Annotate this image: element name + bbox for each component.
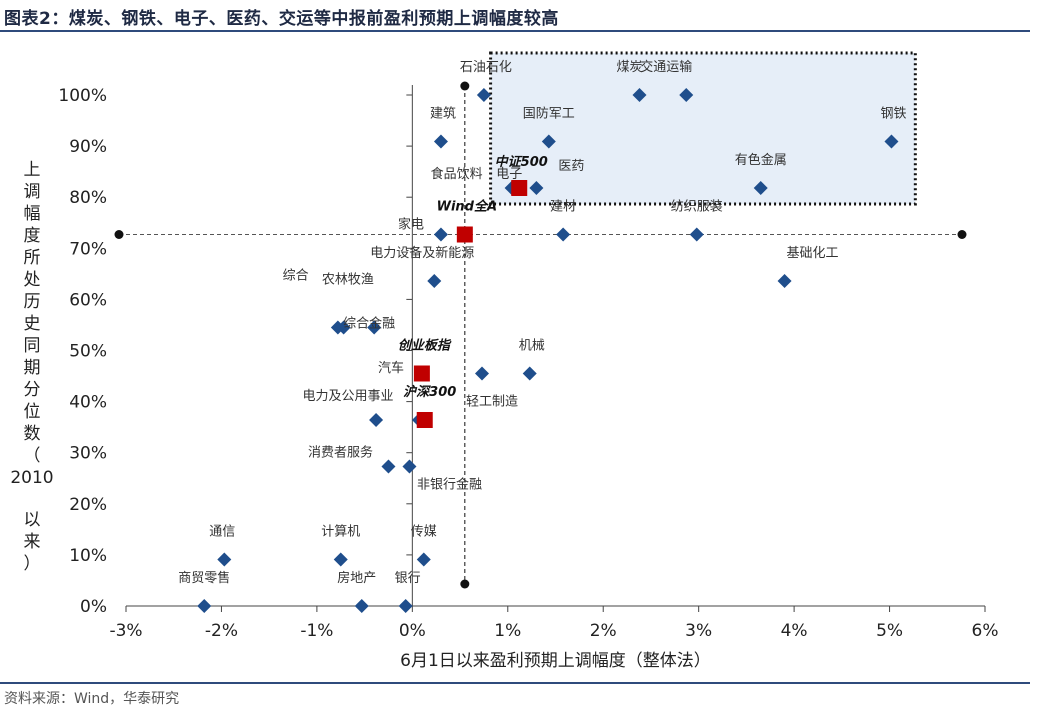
reference-line-endpoint: [957, 230, 967, 240]
industry-label: 石油石化: [460, 60, 512, 75]
industry-point: [416, 552, 431, 567]
industry-label: 计算机: [321, 524, 360, 539]
industry-point: [679, 88, 694, 102]
industry-label: 钢铁: [880, 107, 906, 122]
y-axis-title: 上调幅度所处历史同期分位数（ 2010 以来）: [10, 160, 53, 574]
y-tick-label: 100%: [58, 86, 107, 106]
industry-point: [197, 599, 212, 613]
industry-label: 机械: [519, 338, 545, 353]
industry-point: [398, 599, 413, 613]
industry-label: 家电: [398, 217, 424, 233]
industry-label: 纺织服装: [671, 200, 723, 215]
index-point: [413, 365, 430, 382]
industry-label: 交通运输: [640, 59, 692, 75]
industry-point: [427, 274, 442, 289]
y-tick-label: 0%: [80, 597, 107, 617]
industry-label: 食品饮料: [431, 166, 483, 182]
industry-point: [354, 599, 369, 613]
index-point: [456, 226, 473, 243]
x-tick-label: 6%: [972, 621, 999, 641]
index-label: 沪深300: [403, 384, 456, 400]
reference-line-endpoint: [114, 230, 124, 240]
industry-label: 消费者服务: [308, 444, 373, 460]
index-point: [511, 180, 528, 197]
industry-point: [556, 227, 571, 242]
industry-point: [753, 181, 768, 196]
index-label: 创业板指: [398, 337, 452, 353]
industry-label: 国防军工: [523, 106, 575, 122]
industry-label: 传媒: [411, 524, 437, 539]
industry-point: [522, 366, 537, 381]
industry-label: 电子: [496, 167, 522, 182]
industry-point: [475, 366, 490, 381]
x-tick-label: -2%: [205, 621, 238, 641]
y-tick-label: 70%: [69, 239, 107, 259]
index-label: Wind全A: [437, 199, 497, 215]
x-tick-label: -1%: [300, 621, 333, 641]
industry-label: 有色金属: [735, 152, 787, 168]
industry-label: 银行: [395, 571, 421, 586]
industry-label: 综合: [283, 269, 309, 284]
highlight-box: [489, 51, 917, 206]
industry-label: 商贸零售: [178, 570, 230, 586]
industry-label: 医药: [558, 159, 584, 174]
industry-label: 非银行金融: [417, 476, 482, 492]
y-tick-label: 50%: [69, 342, 107, 362]
index-label: 中证500: [495, 154, 548, 170]
industry-point: [632, 88, 647, 102]
industry-point: [433, 134, 448, 149]
y-tick-label: 40%: [69, 393, 107, 413]
title-rule: [0, 30, 1030, 32]
industry-point: [777, 274, 792, 289]
industry-label: 建材: [550, 200, 576, 215]
x-tick-label: 0%: [399, 621, 426, 641]
industry-label: 农林牧渔: [322, 273, 374, 288]
industry-label: 建筑: [430, 106, 456, 122]
x-tick-label: 4%: [781, 621, 808, 641]
industry-point: [402, 459, 417, 474]
industry-point: [689, 227, 704, 242]
industry-label: 汽车: [378, 360, 404, 376]
y-tick-label: 30%: [69, 444, 107, 464]
y-tick-label: 10%: [69, 546, 107, 566]
industry-label: 通信: [209, 524, 235, 539]
y-tick-label: 90%: [69, 137, 107, 157]
industry-point: [433, 227, 448, 242]
industry-point: [330, 320, 345, 335]
industry-point: [217, 552, 232, 567]
industry-label: 轻工制造: [466, 394, 518, 409]
industry-label: 电力及公用事业: [303, 389, 394, 404]
x-axis-title: 6月1日以来盈利预期上调幅度（整体法）: [400, 651, 711, 671]
reference-line-endpoint: [460, 81, 470, 91]
index-point: [416, 411, 433, 428]
x-tick-label: 2%: [590, 621, 617, 641]
industry-point: [367, 320, 382, 335]
industry-point: [541, 134, 556, 149]
x-tick-label: -3%: [109, 621, 142, 641]
industry-label: 房地产: [337, 570, 376, 586]
industry-point: [529, 181, 544, 196]
industry-point: [369, 412, 384, 427]
y-tick-label: 60%: [69, 290, 107, 310]
reference-line-endpoint: [460, 579, 470, 589]
chart-title: 图表2：煤炭、钢铁、电子、医药、交运等中报前盈利预期上调幅度较高: [4, 9, 559, 29]
industry-point: [381, 459, 396, 474]
industry-label: 煤炭: [616, 60, 642, 75]
industry-point: [884, 134, 899, 149]
industry-label: 电力设备及新能源: [370, 245, 474, 261]
industry-label: 综合金融: [343, 316, 395, 332]
y-tick-label: 20%: [69, 495, 107, 515]
industry-label: 基础化工: [787, 246, 839, 261]
x-tick-label: 1%: [494, 621, 521, 641]
industry-point: [333, 552, 348, 567]
x-tick-label: 3%: [685, 621, 712, 641]
source-rule: [0, 682, 1030, 684]
industry-point: [476, 88, 491, 102]
source-note: 资料来源：Wind，华泰研究: [4, 691, 180, 707]
y-tick-label: 80%: [69, 188, 107, 208]
x-tick-label: 5%: [876, 621, 903, 641]
